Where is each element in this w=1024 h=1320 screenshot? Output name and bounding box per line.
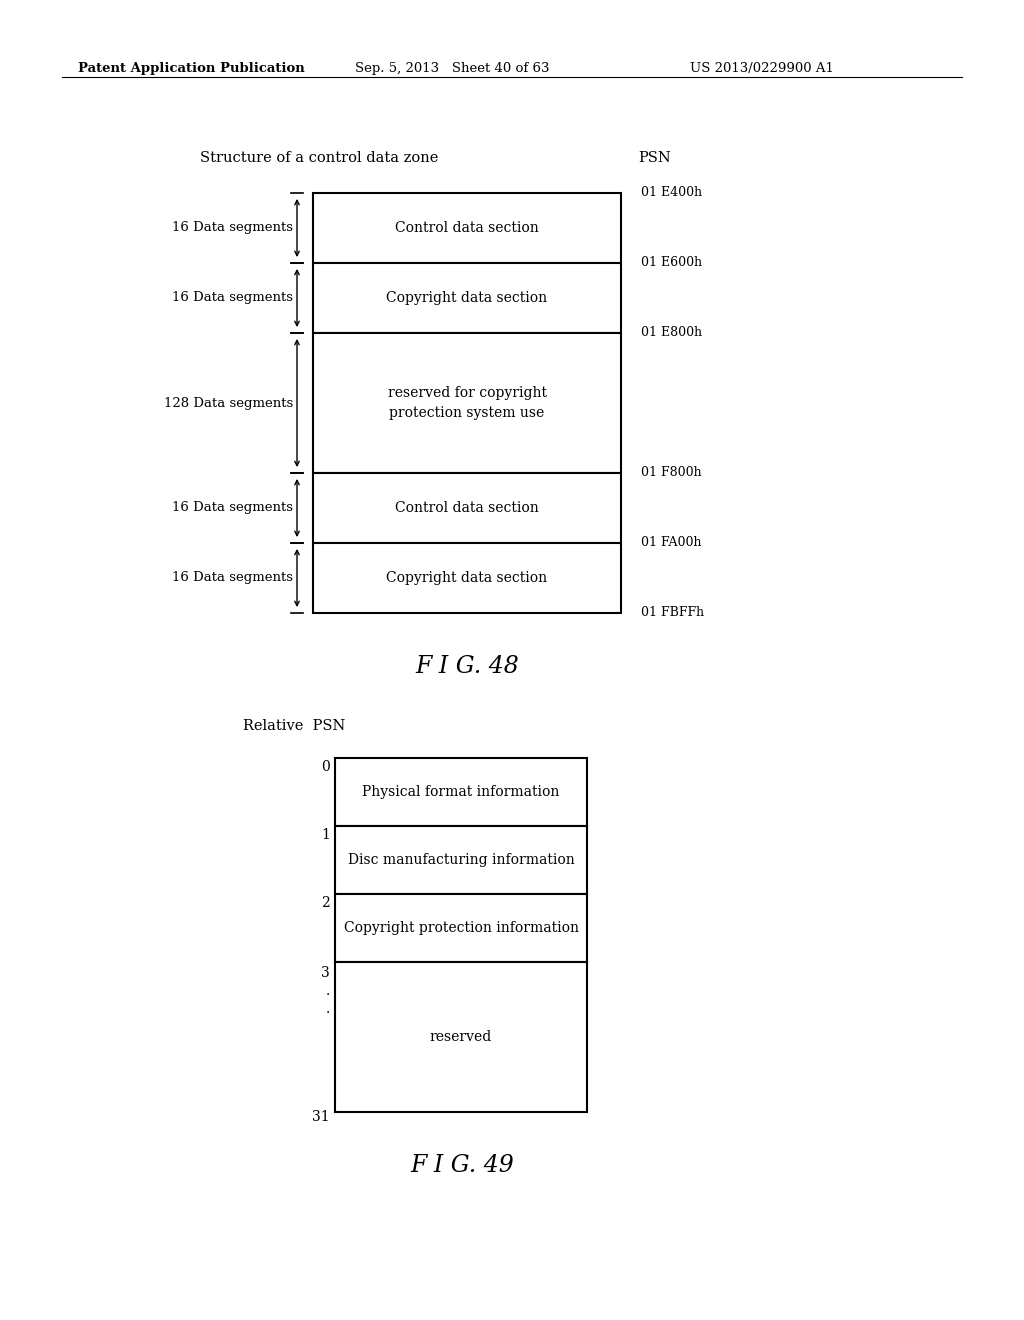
Text: Copyright protection information: Copyright protection information [343,921,579,935]
Text: 0: 0 [322,760,330,774]
Text: 16 Data segments: 16 Data segments [172,292,293,305]
Text: 16 Data segments: 16 Data segments [172,502,293,515]
Text: 01 F800h: 01 F800h [641,466,701,479]
Text: 01 E600h: 01 E600h [641,256,702,269]
Bar [335,758,587,826]
Text: Physical format information: Physical format information [362,785,560,799]
Bar [335,826,587,894]
Text: reserved for copyright
protection system use: reserved for copyright protection system… [387,387,547,420]
Bar [313,193,621,263]
Text: 16 Data segments: 16 Data segments [172,572,293,585]
Bar [335,962,587,1111]
Bar [313,543,621,612]
Text: PSN: PSN [638,150,671,165]
Text: Control data section: Control data section [395,220,539,235]
Text: Disc manufacturing information: Disc manufacturing information [347,853,574,867]
Text: 16 Data segments: 16 Data segments [172,222,293,235]
Text: Copyright data section: Copyright data section [386,290,548,305]
Text: Patent Application Publication: Patent Application Publication [78,62,305,75]
Text: 1: 1 [322,828,330,842]
Text: 31: 31 [312,1110,330,1123]
Text: Relative  PSN: Relative PSN [243,719,345,733]
Bar [335,894,587,962]
Text: Structure of a control data zone: Structure of a control data zone [200,150,438,165]
Text: 128 Data segments: 128 Data segments [164,396,293,409]
Text: Sep. 5, 2013   Sheet 40 of 63: Sep. 5, 2013 Sheet 40 of 63 [355,62,550,75]
Text: F I G. 49: F I G. 49 [411,1154,514,1176]
Text: US 2013/0229900 A1: US 2013/0229900 A1 [690,62,834,75]
Text: .: . [326,1002,330,1016]
Bar [313,263,621,333]
Text: Control data section: Control data section [395,502,539,515]
Text: F I G. 48: F I G. 48 [415,655,519,678]
Text: 2: 2 [322,896,330,909]
Bar [313,333,621,473]
Text: reserved: reserved [430,1030,493,1044]
Text: 01 FA00h: 01 FA00h [641,536,701,549]
Text: 01 E400h: 01 E400h [641,186,702,199]
Text: .: . [326,983,330,998]
Bar [313,473,621,543]
Text: 01 E800h: 01 E800h [641,326,702,339]
Text: 3: 3 [322,966,330,979]
Text: 01 FBFFh: 01 FBFFh [641,606,705,619]
Text: Copyright data section: Copyright data section [386,572,548,585]
